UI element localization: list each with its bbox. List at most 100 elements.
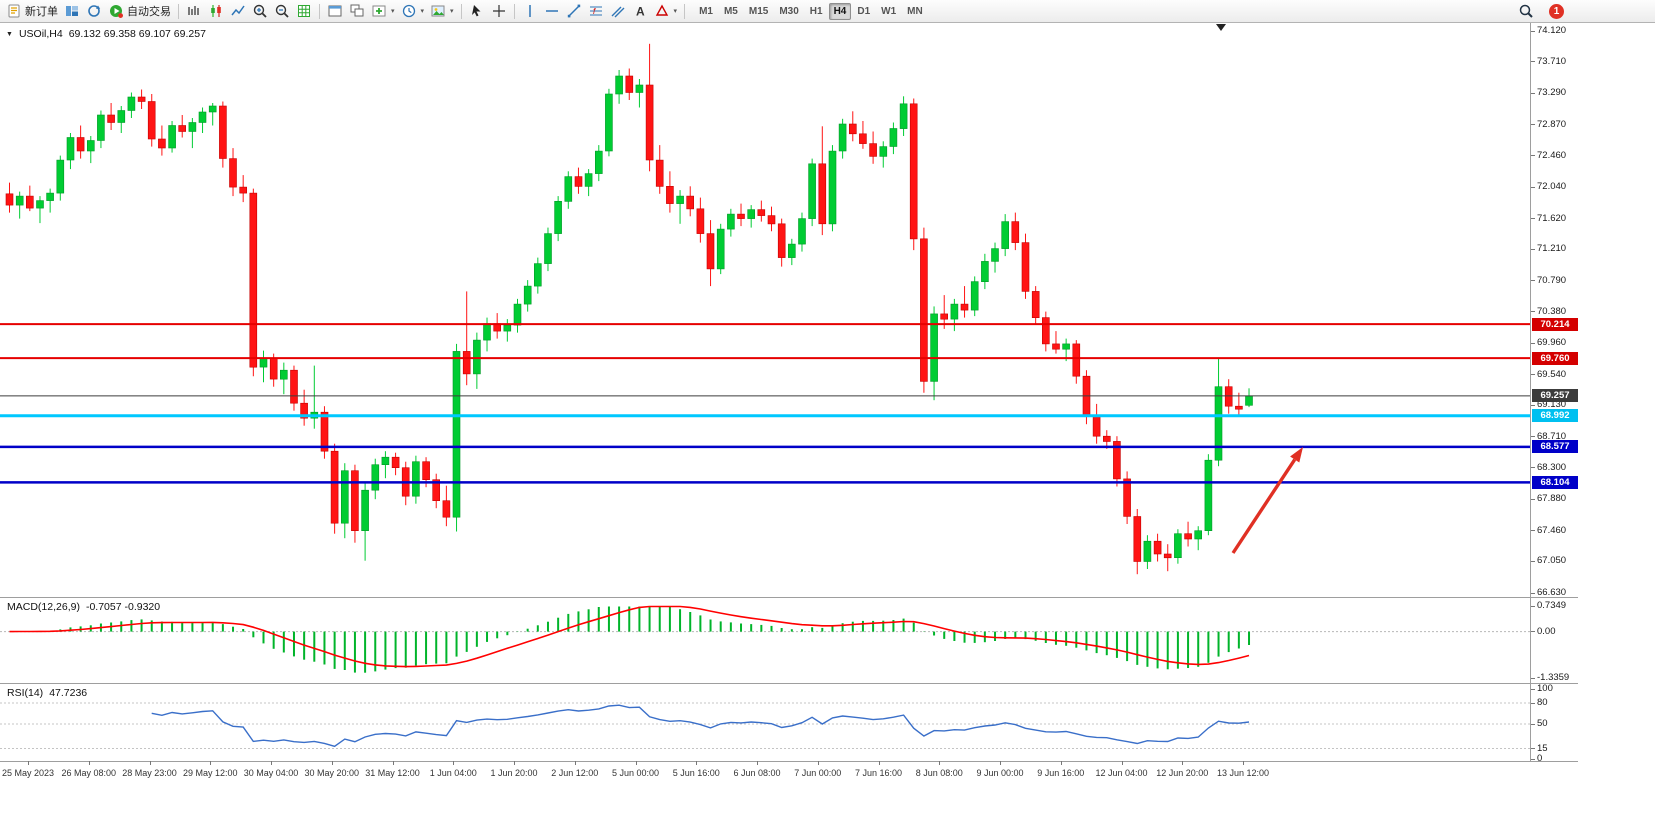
price-tick	[1531, 592, 1535, 594]
time-tick	[1060, 761, 1062, 765]
vertical-line-icon[interactable]	[519, 2, 541, 21]
time-tick	[88, 761, 90, 765]
arrows-tool-icon[interactable]: ▾	[651, 2, 681, 21]
time-tick	[453, 761, 455, 765]
timeframe-button-w1[interactable]: W1	[881, 5, 897, 17]
chart-top-marker-icon	[1216, 24, 1226, 31]
notification-badge[interactable]: 1	[1549, 3, 1564, 19]
price-tick	[1531, 560, 1535, 562]
time-axis-label: 12 Jun 20:00	[1156, 768, 1209, 778]
time-axis-line	[0, 761, 1578, 762]
grid-icon[interactable]	[293, 2, 315, 21]
price-tick	[1531, 218, 1535, 220]
timeframe-button-h4[interactable]: H4	[828, 2, 852, 20]
price-axis-label: 69.130	[1537, 399, 1567, 411]
panel-separator[interactable]	[0, 683, 1578, 684]
refresh-icon[interactable]	[83, 2, 105, 21]
cursor-icon[interactable]	[466, 2, 488, 21]
timeframe-button-mn[interactable]: MN	[907, 5, 923, 17]
macd-histogram	[18, 606, 1251, 673]
timeframe-button-m5[interactable]: M5	[723, 5, 738, 17]
toolbar-right-group: 1	[1515, 2, 1652, 21]
rsi-panel-plot[interactable]	[0, 684, 1530, 760]
timeframe-button-m15[interactable]: M15	[748, 5, 769, 17]
timeframe-button-m30[interactable]: M30	[779, 5, 799, 17]
price-axis[interactable]: 74.120 73.710 73.290 72.870 72.460 72.040 71.6…	[1530, 23, 1655, 764]
macd-values: -0.7057 -0.9320	[85, 601, 161, 613]
timeframe-button-d1[interactable]: D1	[857, 5, 871, 17]
rsi-axis-label: 100	[1537, 683, 1553, 694]
macd-axis-label: 0.7349	[1537, 600, 1567, 611]
time-axis-label: 8 Jun 08:00	[915, 768, 963, 778]
macd-axis-label: -1.3359	[1537, 672, 1570, 683]
time-axis-label: 26 May 08:00	[61, 768, 117, 778]
crosshair-icon[interactable]	[488, 2, 510, 21]
line-chart-icon[interactable]	[227, 2, 249, 21]
price-tick	[1531, 280, 1535, 282]
trendline-icon[interactable]	[563, 2, 585, 21]
price-axis-label: 73.710	[1537, 55, 1567, 67]
time-axis-label: 2 Jun 12:00	[551, 768, 599, 778]
price-tick	[1531, 374, 1535, 376]
macd-panel-plot[interactable]	[0, 598, 1530, 683]
tile-windows-icon[interactable]	[324, 2, 346, 21]
zoom-out-icon[interactable]	[271, 2, 293, 21]
time-tick	[1243, 761, 1244, 765]
rsi-axis-label: 80	[1537, 697, 1548, 708]
price-axis-label: 70.790	[1537, 274, 1567, 286]
toolbar-separator	[178, 3, 179, 19]
rsi-indicator-label: RSI(14) 47.7236	[7, 687, 87, 699]
channel-icon[interactable]	[607, 2, 629, 21]
price-axis-label: 70.380	[1537, 305, 1567, 317]
chart-window: ▼ USOil,H4 69.132 69.358 69.107 69.257 M…	[0, 23, 1655, 829]
main-chart-plot[interactable]	[0, 23, 1530, 597]
time-tick	[1121, 761, 1123, 765]
symbol-text: USOil,H4	[18, 28, 63, 40]
toolbar-separator	[684, 3, 686, 19]
time-axis-label: 28 May 23:00	[122, 768, 177, 778]
macd-signal-line	[9, 605, 1250, 668]
auto-trading-button[interactable]: 自动交易	[105, 2, 174, 21]
rsi-tick	[1531, 748, 1535, 749]
macd-axis-label: 0.00	[1537, 625, 1556, 637]
rsi-axis-label: 0	[1537, 753, 1543, 764]
timeframe-button-m1[interactable]: M1	[699, 5, 713, 17]
price-badge-69.257: 69.257	[1532, 389, 1578, 403]
macd-name: MACD(12,26,9)	[7, 601, 80, 613]
price-tick	[1531, 530, 1535, 532]
time-axis-label: 7 Jun 16:00	[854, 768, 903, 778]
template-dropdown-button[interactable]: ▾	[427, 2, 457, 21]
time-axis-label: 29 May 12:00	[182, 768, 238, 778]
time-axis-label: 9 Jun 00:00	[976, 768, 1024, 778]
horizontal-line-icon[interactable]	[541, 2, 563, 21]
new-order-button[interactable]: 新订单	[3, 2, 61, 21]
bar-chart-icon[interactable]	[183, 2, 205, 21]
price-axis-label: 67.460	[1537, 524, 1567, 536]
zoom-in-icon[interactable]	[249, 2, 271, 21]
time-axis-label: 13 Jun 12:00	[1216, 768, 1270, 778]
time-axis-label: 1 Jun 20:00	[490, 768, 538, 778]
search-icon[interactable]	[1515, 2, 1537, 21]
candlestick-chart-icon[interactable]	[205, 2, 227, 21]
fibonacci-icon[interactable]: f	[585, 2, 607, 21]
symbol-marker-icon: ▼	[6, 30, 13, 38]
toolbar-separator	[460, 3, 462, 19]
time-axis[interactable]: 25 May 2023 26 May 08:00 28 May 23:00 29 Ma…	[0, 761, 1545, 787]
period-dropdown-button[interactable]: ▾	[398, 2, 428, 21]
text-icon[interactable]: A	[629, 2, 651, 21]
price-badge-68.104: 68.104	[1532, 475, 1578, 489]
new-chart-button[interactable]: ▾	[368, 2, 398, 21]
toolbar-left-group: 新订单 自动交易 ▾ ▾ ▾ f A ▾	[3, 0, 689, 22]
time-tick	[149, 761, 151, 765]
panel-separator[interactable]	[0, 597, 1578, 598]
price-axis-label: 68.710	[1537, 430, 1567, 442]
price-axis-label: 71.620	[1537, 212, 1567, 224]
timeframe-button-h1[interactable]: H1	[809, 5, 823, 17]
cascade-windows-icon[interactable]	[346, 2, 368, 21]
time-tick	[878, 761, 880, 765]
trend-arrow-annotation[interactable]	[1231, 447, 1303, 554]
price-axis-label: 69.960	[1537, 337, 1567, 349]
rsi-tick	[1531, 688, 1535, 690]
market-watch-icon[interactable]	[61, 2, 83, 21]
toolbar-separator	[319, 3, 320, 19]
